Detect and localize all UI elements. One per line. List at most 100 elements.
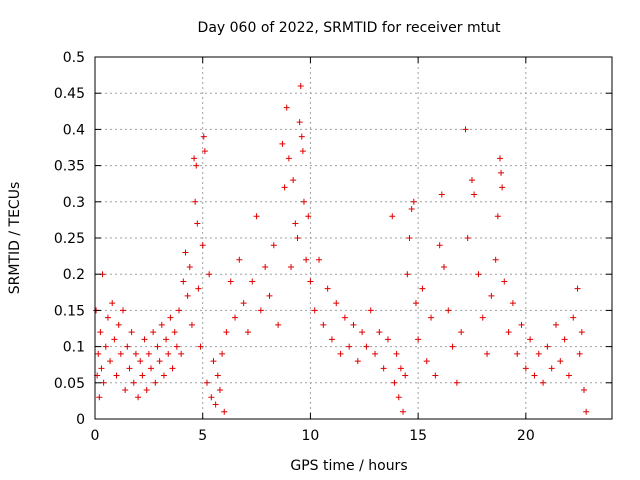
data-point — [494, 213, 501, 220]
data-point — [204, 379, 211, 386]
data-point — [574, 285, 581, 292]
y-axis-label: SRMTID / TECUs — [7, 182, 23, 295]
data-point — [117, 350, 124, 357]
data-point — [402, 372, 409, 379]
x-tick-label: 0 — [91, 428, 100, 444]
data-point — [165, 350, 172, 357]
plot-frame — [94, 56, 613, 420]
data-point — [400, 408, 407, 415]
data-point — [297, 82, 304, 89]
data-point — [197, 343, 204, 350]
data-point — [113, 372, 120, 379]
data-point — [288, 263, 295, 270]
data-point — [283, 104, 290, 111]
data-point — [200, 133, 207, 140]
data-point — [557, 358, 564, 365]
y-tick-label: 0.45 — [54, 86, 85, 102]
data-point — [128, 329, 135, 336]
data-point — [240, 300, 247, 307]
data-point — [236, 256, 243, 263]
data-point — [201, 148, 208, 155]
data-point — [137, 358, 144, 365]
data-point — [156, 358, 163, 365]
data-point — [346, 343, 353, 350]
data-point — [395, 394, 402, 401]
data-point — [408, 206, 415, 213]
data-point — [384, 336, 391, 343]
data-point — [192, 198, 199, 205]
data-point — [410, 198, 417, 205]
data-point — [328, 336, 335, 343]
data-point — [208, 394, 215, 401]
data-point — [492, 256, 499, 263]
data-point — [324, 285, 331, 292]
axis-ticks — [94, 56, 612, 420]
data-point — [107, 358, 114, 365]
data-point — [244, 329, 251, 336]
grid-lines — [95, 57, 612, 419]
data-point — [570, 314, 577, 321]
data-point — [354, 358, 361, 365]
data-point — [518, 321, 525, 328]
data-point — [436, 242, 443, 249]
data-point — [171, 329, 178, 336]
data-point — [397, 365, 404, 372]
data-point — [544, 343, 551, 350]
data-point — [219, 350, 226, 357]
data-point — [145, 350, 152, 357]
data-point — [285, 155, 292, 162]
data-point — [484, 350, 491, 357]
data-point — [341, 314, 348, 321]
data-point — [423, 358, 430, 365]
data-point — [115, 321, 122, 328]
data-point — [389, 213, 396, 220]
data-point — [223, 329, 230, 336]
data-point — [139, 372, 146, 379]
data-point — [576, 350, 583, 357]
data-point — [404, 271, 411, 278]
y-tick-label: 0.1 — [63, 340, 85, 356]
data-point — [299, 148, 306, 155]
y-axis-tick-labels: 0 0.05 0.1 0.15 0.2 0.25 0.3 0.35 0.4 0.45 0.5 — [54, 50, 85, 428]
y-tick-label: 0.5 — [63, 50, 85, 66]
data-point — [130, 379, 137, 386]
data-point — [290, 177, 297, 184]
data-point — [150, 329, 157, 336]
data-point — [135, 394, 142, 401]
data-point — [432, 372, 439, 379]
data-point — [193, 162, 200, 169]
data-point — [195, 285, 202, 292]
data-point — [154, 343, 161, 350]
data-point — [406, 235, 413, 241]
data-point — [199, 242, 206, 249]
data-point — [227, 278, 234, 285]
data-point — [311, 307, 318, 314]
data-point — [182, 249, 189, 256]
data-point — [180, 278, 187, 285]
data-point — [294, 235, 301, 241]
data-point — [412, 300, 419, 307]
x-axis-label: GPS time / hours — [290, 458, 407, 474]
data-point — [298, 133, 305, 140]
data-point — [496, 155, 503, 162]
data-point — [141, 336, 148, 343]
data-points — [93, 82, 590, 415]
data-point — [578, 329, 585, 336]
data-point — [458, 329, 465, 336]
data-point — [333, 300, 340, 307]
data-point — [380, 365, 387, 372]
data-point — [249, 278, 256, 285]
data-point — [253, 213, 260, 220]
data-point — [522, 365, 529, 372]
data-point — [214, 372, 221, 379]
data-point — [316, 256, 323, 263]
data-point — [449, 343, 456, 350]
data-point — [535, 350, 542, 357]
data-point — [300, 198, 307, 205]
x-tick-label: 20 — [517, 428, 535, 444]
y-tick-label: 0.35 — [54, 159, 85, 175]
data-point — [152, 379, 159, 386]
y-tick-label: 0.05 — [54, 376, 85, 392]
data-point — [527, 336, 534, 343]
data-point — [102, 343, 109, 350]
